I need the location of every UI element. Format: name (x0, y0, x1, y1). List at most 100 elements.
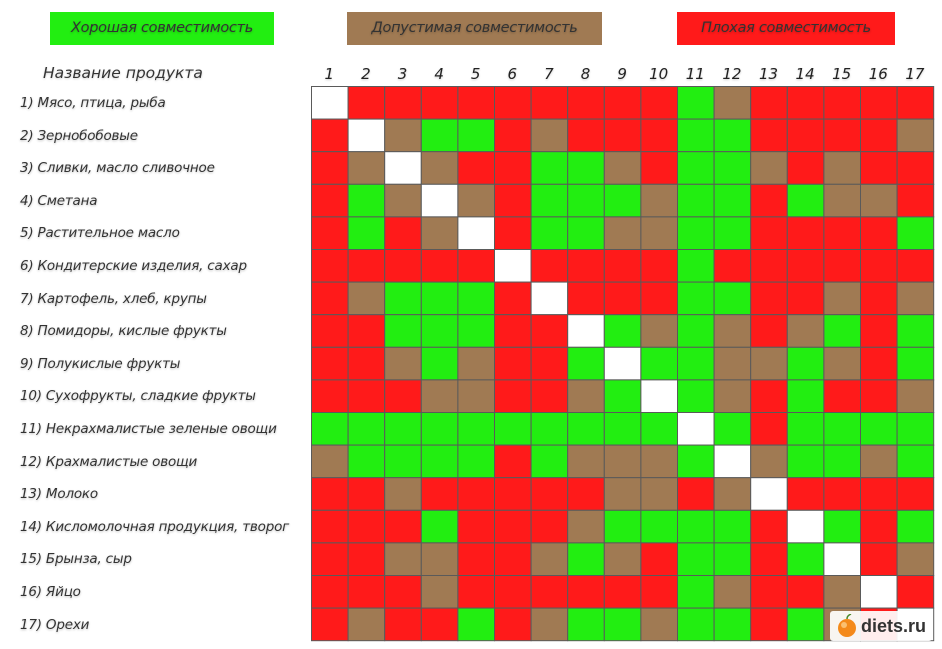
matrix-cell (786, 575, 825, 609)
matrix-cell (457, 542, 495, 576)
matrix-cell (311, 379, 349, 413)
matrix-cell (896, 412, 935, 446)
matrix-cell (420, 314, 459, 348)
matrix-cell (457, 281, 495, 316)
matrix-cell (823, 412, 862, 446)
matrix-cell (713, 444, 752, 479)
matrix-cell (567, 477, 605, 511)
matrix-cell (494, 314, 532, 348)
matrix-cell (384, 118, 422, 153)
matrix-cell (640, 509, 678, 544)
matrix-cell (420, 86, 459, 120)
matrix-cell (677, 86, 715, 120)
matrix-cell (567, 575, 605, 609)
matrix-cell (823, 118, 862, 153)
matrix-cell (457, 151, 495, 185)
matrix-cell (823, 379, 862, 413)
matrix-cell (494, 151, 532, 185)
matrix-cell (896, 542, 935, 576)
matrix-cell (786, 477, 825, 511)
matrix-cell (457, 346, 495, 381)
matrix-cell (896, 575, 935, 609)
matrix-cell (677, 509, 715, 544)
matrix-cell (713, 509, 752, 544)
matrix-cell (896, 118, 935, 153)
matrix-cell (311, 542, 349, 576)
matrix-cell (786, 607, 825, 642)
matrix-cell (420, 216, 459, 250)
matrix-cell (823, 575, 862, 609)
matrix-cell (567, 118, 605, 153)
matrix-cell (677, 151, 715, 185)
matrix-cell (603, 509, 642, 544)
column-header: 4 (434, 65, 444, 83)
matrix-cell (677, 607, 715, 642)
matrix-cell (603, 183, 642, 218)
matrix-cell (750, 379, 788, 413)
matrix-cell (311, 412, 349, 446)
matrix-cell (530, 346, 569, 381)
matrix-cell (457, 118, 495, 153)
legend-bad: Плохая совместимость (677, 12, 895, 45)
matrix-cell (713, 542, 752, 576)
matrix-cell (530, 216, 569, 250)
matrix-cell (530, 379, 569, 413)
matrix-cell (494, 412, 532, 446)
matrix-cell (677, 249, 715, 283)
matrix-cell (750, 607, 788, 642)
matrix-cell (896, 477, 935, 511)
matrix-cell (823, 281, 862, 316)
matrix-cell (494, 444, 532, 479)
row-label: 5) Растительное масло (20, 225, 180, 242)
matrix-cell (311, 444, 349, 479)
matrix-cell (896, 314, 935, 348)
matrix-cell (603, 575, 642, 609)
matrix-cell (384, 281, 422, 316)
matrix-cell (823, 542, 862, 576)
matrix-cell (786, 346, 825, 381)
matrix-cell (896, 281, 935, 316)
matrix-cell (823, 216, 862, 250)
matrix-cell (603, 86, 642, 120)
matrix-cell (494, 183, 532, 218)
matrix-cell (457, 412, 495, 446)
matrix-cell (384, 346, 422, 381)
matrix-cell (786, 216, 825, 250)
matrix-cell (457, 249, 495, 283)
column-header: 6 (507, 65, 518, 83)
matrix-cell (420, 249, 459, 283)
matrix-cell (384, 575, 422, 609)
matrix-cell (420, 412, 459, 446)
row-label: 7) Картофель, хлеб, крупы (20, 290, 207, 307)
matrix-cell (530, 151, 569, 185)
matrix-cell (347, 249, 386, 283)
matrix-cell (420, 575, 459, 609)
matrix-cell (603, 477, 642, 511)
matrix-cell (823, 509, 862, 544)
matrix-cell (530, 607, 569, 642)
row-label: 14) Кисломолочная продукция, творог (20, 518, 290, 535)
matrix-cell (786, 249, 825, 283)
matrix-cell (420, 346, 459, 381)
matrix-cell (640, 575, 678, 609)
matrix-cell (603, 249, 642, 283)
matrix-cell (457, 86, 495, 120)
matrix-cell (420, 509, 459, 544)
matrix-cell (494, 542, 532, 576)
row-label: 8) Помидоры, кислые фрукты (20, 323, 227, 340)
matrix-cell (530, 281, 569, 316)
matrix-cell (567, 86, 605, 120)
matrix-cell (713, 607, 752, 642)
matrix-cell (603, 412, 642, 446)
row-label: 1) Мясо, птица, рыба (20, 95, 166, 111)
matrix-cell (420, 379, 459, 413)
matrix-cell (823, 151, 862, 185)
matrix-cell (713, 151, 752, 185)
matrix-cell (860, 314, 898, 348)
matrix-cell (420, 151, 459, 185)
matrix-cell (677, 281, 715, 316)
matrix-cell (347, 607, 386, 642)
matrix-cell (494, 86, 532, 120)
matrix-cell (384, 509, 422, 544)
matrix-cell (457, 607, 495, 642)
